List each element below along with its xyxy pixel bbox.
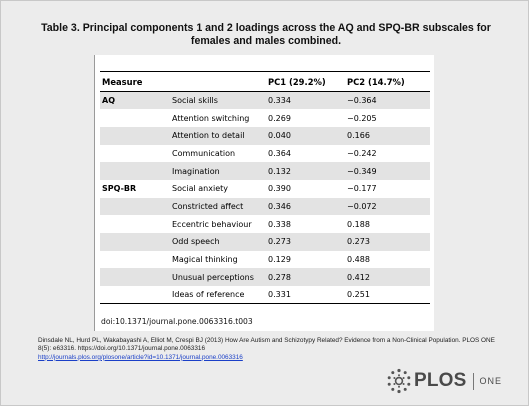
table-row: SPQ-BR Social anxiety 0.390 −0.177	[100, 179, 430, 198]
cell-group	[100, 215, 170, 233]
cell-pc1: 0.269	[268, 113, 291, 123]
plos-wordmark: PLOS	[414, 370, 467, 391]
cell-subscale: Social anxiety	[172, 184, 228, 194]
cell-group	[100, 162, 170, 180]
cell-group	[100, 198, 170, 216]
logo-separator	[472, 372, 474, 390]
cell-pc1: 0.331	[266, 286, 345, 305]
plos-logo-icon	[387, 368, 411, 394]
header-subscale	[170, 71, 266, 92]
cell-pc1: 0.132	[268, 166, 291, 176]
cell-pc2: −0.364	[347, 96, 377, 106]
plos-one-wordmark: ONE	[479, 376, 503, 386]
table-card: Measure PC1 (29.2%) PC2 (14.7%) AQ Social…	[94, 55, 434, 331]
cell-group	[100, 127, 170, 145]
citation-link[interactable]: http://journals.plos.org/plosone/article…	[38, 353, 243, 361]
cell-subscale: Communication	[172, 148, 236, 158]
table-row: Imagination 0.132 −0.349	[100, 162, 430, 180]
cell-pc1: 0.129	[268, 255, 291, 265]
cell-pc2: 0.166	[347, 131, 370, 141]
citation: Dinsdale NL, Hurd PL, Wakabayashi A, Ell…	[38, 337, 508, 362]
cell-subscale: Attention switching	[172, 113, 250, 123]
cell-subscale: Odd speech	[172, 237, 220, 247]
cell-pc2: −0.177	[347, 184, 377, 194]
table-row: Attention switching 0.269 −0.205	[100, 109, 430, 127]
cell-pc2: −0.072	[347, 201, 377, 211]
cell-subscale: Ideas of reference	[170, 286, 266, 305]
cell-pc2: 0.251	[345, 286, 430, 305]
header-pc1: PC1 (29.2%)	[266, 71, 345, 92]
cell-subscale: Unusual perceptions	[172, 272, 254, 282]
cell-pc2: −0.205	[347, 113, 377, 123]
header-pc2: PC2 (14.7%)	[345, 71, 430, 92]
table-row: Ideas of reference 0.331 0.251	[100, 286, 430, 305]
cell-pc1: 0.040	[268, 131, 291, 141]
cell-pc1: 0.278	[268, 272, 291, 282]
cell-subscale: Eccentric behaviour	[172, 219, 252, 229]
table-row: Magical thinking 0.129 0.488	[100, 250, 430, 269]
plos-logo[interactable]: PLOS ONE	[386, 367, 518, 395]
header-measure: Measure	[100, 71, 170, 92]
table-row: Communication 0.364 −0.242	[100, 144, 430, 163]
cell-pc1: 0.273	[268, 237, 291, 247]
cell-group	[100, 251, 170, 269]
table-body: AQ Social skills 0.334 −0.364 Attention swit…	[100, 91, 430, 305]
loadings-table: Measure PC1 (29.2%) PC2 (14.7%) AQ Social…	[100, 71, 430, 305]
table-row: Eccentric behaviour 0.338 0.188	[100, 215, 430, 233]
cell-pc2: 0.412	[347, 272, 370, 282]
cell-pc1: 0.364	[268, 148, 291, 158]
cell-pc2: 0.188	[347, 219, 370, 229]
cell-pc2: 0.273	[347, 237, 370, 247]
cell-group: AQ	[102, 96, 115, 106]
cell-group	[100, 286, 170, 305]
cell-group	[100, 145, 170, 163]
cell-pc1: 0.390	[268, 184, 291, 194]
cell-pc1: 0.334	[268, 96, 291, 106]
table-row: Odd speech 0.273 0.273	[100, 233, 430, 251]
table-row: Unusual perceptions 0.278 0.412	[100, 268, 430, 287]
cell-pc2: −0.349	[347, 166, 377, 176]
cell-group	[100, 109, 170, 127]
cell-group: SPQ-BR	[102, 184, 137, 194]
cell-group	[100, 268, 170, 286]
cell-group	[100, 233, 170, 251]
cell-subscale: Magical thinking	[172, 255, 238, 265]
cell-subscale: Attention to detail	[172, 131, 245, 141]
cell-subscale: Imagination	[172, 166, 220, 176]
table-row: AQ Social skills 0.334 −0.364	[100, 91, 430, 110]
cell-subscale: Social skills	[172, 96, 218, 106]
table-title: Table 3. Principal components 1 and 2 lo…	[41, 22, 491, 47]
doi-label: doi:10.1371/journal.pone.0063316.t003	[101, 317, 253, 326]
table-row: Attention to detail 0.040 0.166	[100, 126, 430, 145]
cell-pc1: 0.338	[268, 219, 291, 229]
table-row: Constricted affect 0.346 −0.072	[100, 197, 430, 216]
cell-subscale: Constricted affect	[172, 201, 244, 211]
cell-pc1: 0.346	[268, 201, 291, 211]
cell-pc2: 0.488	[347, 255, 370, 265]
cell-pc2: −0.242	[347, 148, 377, 158]
table-header-row: Measure PC1 (29.2%) PC2 (14.7%)	[100, 71, 430, 92]
citation-text: Dinsdale NL, Hurd PL, Wakabayashi A, Ell…	[38, 337, 495, 353]
